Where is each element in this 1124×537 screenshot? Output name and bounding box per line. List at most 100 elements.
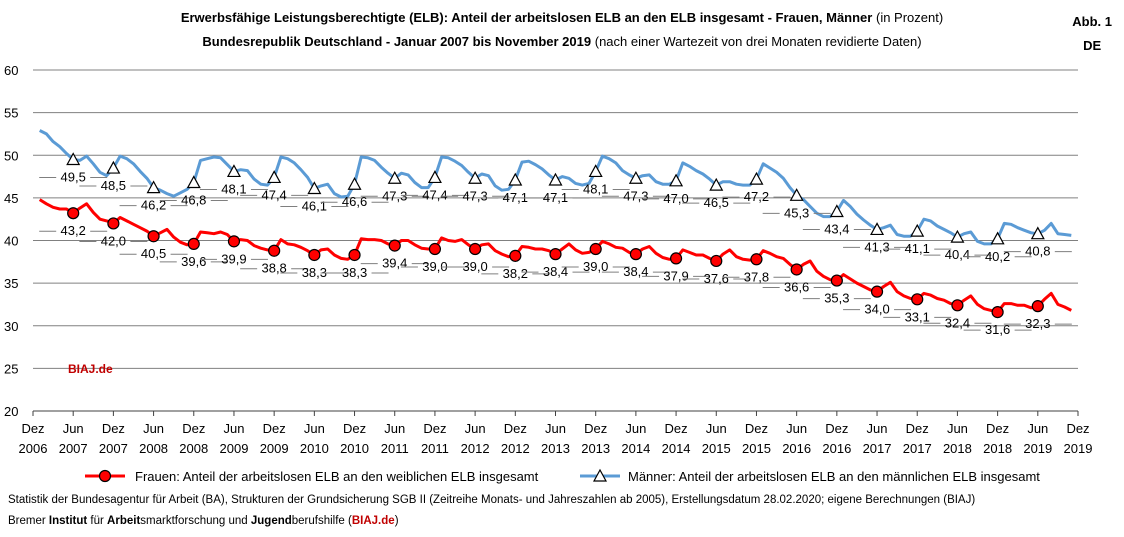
data-label-frauen: 36,6	[784, 279, 809, 294]
marker-frauen	[710, 254, 723, 268]
marker-maenner	[870, 222, 885, 236]
x-tick-month: Dez	[665, 421, 688, 436]
data-label-frauen: 38,3	[302, 265, 327, 280]
chart-subtitle: Bundesrepublik Deutschland - Januar 2007…	[0, 34, 1124, 49]
marker-maenner	[548, 172, 563, 186]
marker-frauen	[509, 249, 522, 262]
source-note: Statistik der Bundesagentur für Arbeit (…	[8, 494, 976, 506]
marker-maenner	[387, 171, 402, 184]
data-label-maenner: 46,6	[342, 194, 367, 209]
institute-text-1: Bremer	[8, 515, 49, 527]
data-label-maenner: 47,3	[623, 188, 648, 203]
marker-maenner	[106, 160, 121, 174]
x-tick-year: 2008	[179, 441, 208, 456]
x-tick-month: Jun	[63, 421, 84, 436]
marker-frauen	[750, 253, 763, 266]
marker-frauen	[790, 263, 803, 276]
legend-marker-frauen	[98, 469, 112, 483]
x-tick-month: Dez	[182, 421, 205, 436]
legend-label-frauen: Frauen: Anteil der arbeitslosen ELB an d…	[135, 469, 539, 484]
institute-link[interactable]: BIAJ.de	[351, 515, 395, 527]
data-label-maenner: 48,1	[221, 181, 246, 196]
x-tick-month: Dez	[102, 421, 125, 436]
data-label-frauen: 33,1	[905, 309, 930, 324]
x-tick-year: 2012	[461, 441, 490, 456]
x-tick-month: Jun	[947, 421, 968, 436]
marker-maenner	[267, 170, 282, 184]
data-label-frauen: 38,4	[543, 264, 568, 279]
data-label-frauen: 38,2	[503, 266, 528, 281]
institute-text-4: Arbeit	[107, 515, 141, 527]
data-label-frauen: 39,0	[422, 259, 447, 274]
x-tick-month: Jun	[706, 421, 727, 436]
chart-title-unit: (in Prozent)	[875, 10, 944, 25]
institute-text-6: Jugend	[250, 515, 292, 527]
data-label-frauen: 39,4	[382, 256, 407, 271]
marker-frauen	[227, 235, 241, 248]
x-tick-month: Jun	[625, 421, 646, 436]
x-tick-year: 2017	[863, 441, 892, 456]
data-label-frauen: 38,4	[623, 264, 648, 279]
x-tick-year: 2009	[220, 441, 249, 456]
x-tick-year: 2013	[541, 441, 570, 456]
data-label-frauen: 32,3	[1025, 316, 1050, 331]
marker-frauen	[830, 274, 843, 287]
x-tick-year: 2015	[742, 441, 771, 456]
x-tick-month: Dez	[423, 421, 446, 436]
data-label-frauen: 40,5	[141, 246, 166, 261]
marker-maenner	[347, 176, 362, 190]
marker-frauen	[428, 242, 442, 256]
x-tick-month: Jun	[223, 421, 244, 436]
marker-maenner	[950, 229, 965, 243]
marker-frauen	[1031, 300, 1044, 313]
region-label: DE	[1083, 38, 1102, 53]
marker-frauen	[549, 248, 562, 261]
institute-note: Bremer Institut für Arbeitsmarktforschun…	[8, 515, 399, 527]
marker-maenner	[186, 175, 201, 189]
marker-frauen	[147, 230, 160, 243]
x-tick-month: Dez	[1066, 421, 1089, 436]
marker-frauen	[67, 207, 80, 220]
marker-frauen	[951, 299, 964, 312]
x-tick-year: 2016	[822, 441, 851, 456]
watermark-text: BIAJ.de	[68, 362, 113, 376]
data-label-frauen: 39,0	[462, 259, 487, 274]
x-tick-month: Dez	[825, 421, 848, 436]
marker-frauen	[107, 217, 120, 230]
series-markers	[66, 152, 1045, 319]
chart-title-bold: Erwerbsfähige Leistungsberechtigte (ELB)…	[180, 10, 873, 25]
y-tick-label: 50	[4, 148, 18, 163]
x-tick-month: Jun	[384, 421, 405, 436]
marker-frauen	[991, 306, 1004, 319]
institute-text-7: berufshilfe (	[291, 515, 352, 527]
x-tick-year: 2018	[983, 441, 1012, 456]
data-label-maenner: 47,2	[744, 189, 769, 204]
y-tick-label: 30	[4, 319, 18, 334]
y-axis: 20 25 30 35 40 45 50 55 60	[4, 63, 18, 419]
series-lines	[38, 129, 1072, 314]
x-tick-year: 2014	[662, 441, 691, 456]
marker-frauen	[870, 285, 884, 298]
x-tick-year: 2012	[501, 441, 530, 456]
x-tick-year: 2009	[260, 441, 289, 456]
data-label-maenner: 46,2	[141, 198, 166, 213]
institute-text-3: für	[87, 515, 108, 527]
marker-maenner	[146, 180, 161, 194]
data-label-frauen: 38,8	[261, 261, 286, 276]
data-label-maenner: 45,3	[784, 205, 809, 220]
data-label-frauen: 35,3	[824, 291, 849, 306]
x-tick-year: 2007	[59, 441, 88, 456]
x-tick-month: Dez	[584, 421, 607, 436]
data-label-frauen: 37,6	[704, 271, 729, 286]
x-tick-month: Dez	[263, 421, 286, 436]
x-tick-year: 2018	[943, 441, 972, 456]
x-tick-year: 2008	[139, 441, 168, 456]
data-label-maenner: 48,1	[583, 181, 608, 196]
chart-subtitle-note: (nach einer Wartezeit von drei Monaten r…	[594, 34, 922, 49]
data-label-frauen: 34,0	[864, 302, 889, 317]
data-label-frauen: 37,8	[744, 269, 769, 284]
x-tick-month: Dez	[745, 421, 768, 436]
data-label-maenner: 43,4	[824, 222, 849, 237]
marker-maenner	[468, 171, 483, 184]
